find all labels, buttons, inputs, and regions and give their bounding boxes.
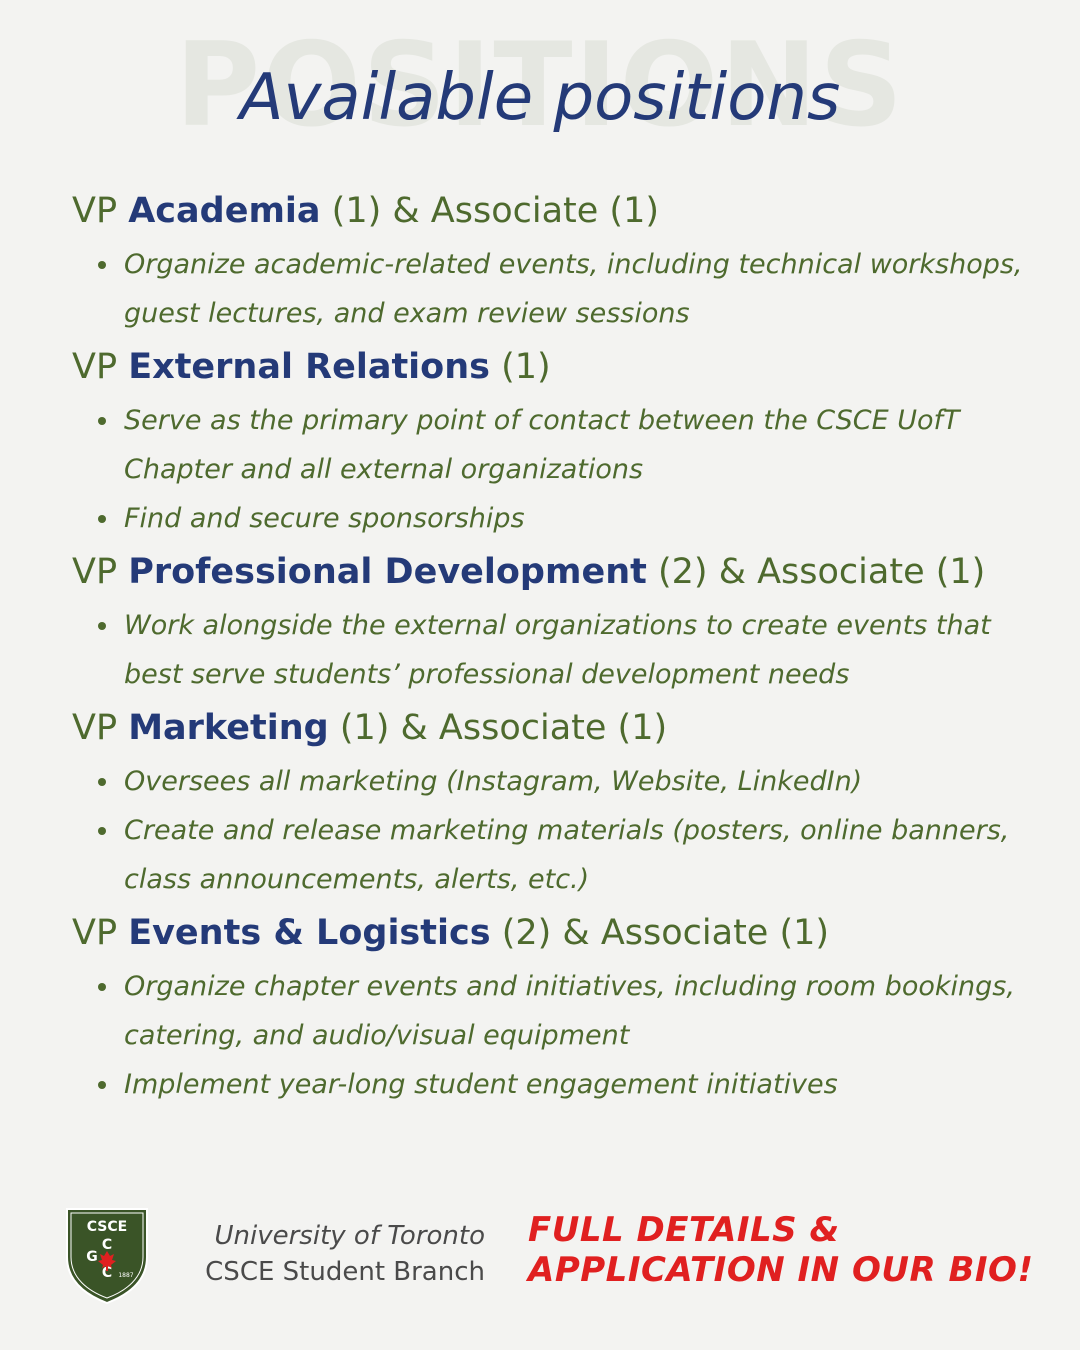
position-academia: VP Academia (1) & Associate (1) Organize… xyxy=(72,186,1032,338)
positions-list: VP Academia (1) & Associate (1) Organize… xyxy=(72,186,1032,1113)
position-marketing: VP Marketing (1) & Associate (1) Oversee… xyxy=(72,703,1032,904)
logo-year: 1887 xyxy=(118,1272,133,1279)
position-prefix: VP xyxy=(72,552,118,592)
position-name: Marketing xyxy=(128,708,329,748)
duty-item: Work alongside the external organization… xyxy=(98,601,1032,699)
duty-item: Oversees all marketing (Instagram, Websi… xyxy=(98,757,1032,806)
bullet-icon xyxy=(98,827,106,835)
position-external-relations: VP External Relations (1) Serve as the p… xyxy=(72,342,1032,543)
position-count: (2) & Associate (1) xyxy=(646,552,986,592)
duties-list: Organize chapter events and initiatives,… xyxy=(72,962,1032,1109)
duties-list: Organize academic-related events, includ… xyxy=(72,240,1032,338)
position-name: External Relations xyxy=(128,347,490,387)
page-title: Available positions xyxy=(239,61,841,135)
position-heading: VP Marketing (1) & Associate (1) xyxy=(72,703,1032,753)
position-count: (2) & Associate (1) xyxy=(490,913,830,953)
university-block: University of Toronto CSCE Student Branc… xyxy=(165,1218,485,1290)
branch-name: CSCE Student Branch xyxy=(205,1257,485,1287)
cta-line-2: APPLICATION IN OUR BIO! xyxy=(528,1250,1034,1290)
position-name: Academia xyxy=(128,191,321,231)
position-count: (1) & Associate (1) xyxy=(320,191,659,231)
position-events-logistics: VP Events & Logistics (2) & Associate (1… xyxy=(72,908,1032,1109)
csce-logo: CSCE C G C 1887 xyxy=(66,1208,148,1305)
duties-list: Work alongside the external organization… xyxy=(72,601,1032,699)
duty-item: Organize academic-related events, includ… xyxy=(98,240,1032,338)
logo-text-csce: CSCE xyxy=(87,1219,127,1235)
position-heading: VP Events & Logistics (2) & Associate (1… xyxy=(72,908,1032,958)
position-prefix: VP xyxy=(72,913,118,953)
logo-text-c1: C xyxy=(102,1237,112,1253)
maple-leaf-icon xyxy=(98,1251,116,1271)
position-prefix: VP xyxy=(72,708,118,748)
position-prefix: VP xyxy=(72,347,118,387)
bullet-icon xyxy=(98,622,106,630)
duty-item: Find and secure sponsorships xyxy=(98,494,1032,543)
bullet-icon xyxy=(98,778,106,786)
position-professional-development: VP Professional Development (2) & Associ… xyxy=(72,547,1032,699)
position-name: Professional Development xyxy=(128,552,647,592)
position-heading: VP Academia (1) & Associate (1) xyxy=(72,186,1032,236)
position-count: (1) xyxy=(489,347,551,387)
logo-text-g: G xyxy=(86,1249,98,1265)
call-to-action: FULL DETAILS & APPLICATION IN OUR BIO! xyxy=(528,1210,1048,1290)
bullet-icon xyxy=(98,983,106,991)
background-watermark-text: POSITIONS xyxy=(175,18,905,153)
position-heading: VP Professional Development (2) & Associ… xyxy=(72,547,1032,597)
position-name: Events & Logistics xyxy=(128,913,491,953)
duty-item: Organize chapter events and initiatives,… xyxy=(98,962,1032,1060)
duty-item: Create and release marketing materials (… xyxy=(98,806,1032,904)
bullet-icon xyxy=(98,261,106,269)
university-name: University of Toronto xyxy=(214,1221,486,1251)
logo-text-c2: C xyxy=(102,1265,112,1281)
duty-item: Implement year-long student engagement i… xyxy=(98,1060,1032,1109)
duties-list: Oversees all marketing (Instagram, Websi… xyxy=(72,757,1032,904)
bullet-icon xyxy=(98,417,106,425)
position-heading: VP External Relations (1) xyxy=(72,342,1032,392)
bullet-icon xyxy=(98,1081,106,1089)
position-prefix: VP xyxy=(72,191,118,231)
bullet-icon xyxy=(98,515,106,523)
cta-line-1: FULL DETAILS & xyxy=(528,1210,840,1250)
duties-list: Serve as the primary point of contact be… xyxy=(72,396,1032,543)
position-count: (1) & Associate (1) xyxy=(328,708,668,748)
duty-item: Serve as the primary point of contact be… xyxy=(98,396,1032,494)
